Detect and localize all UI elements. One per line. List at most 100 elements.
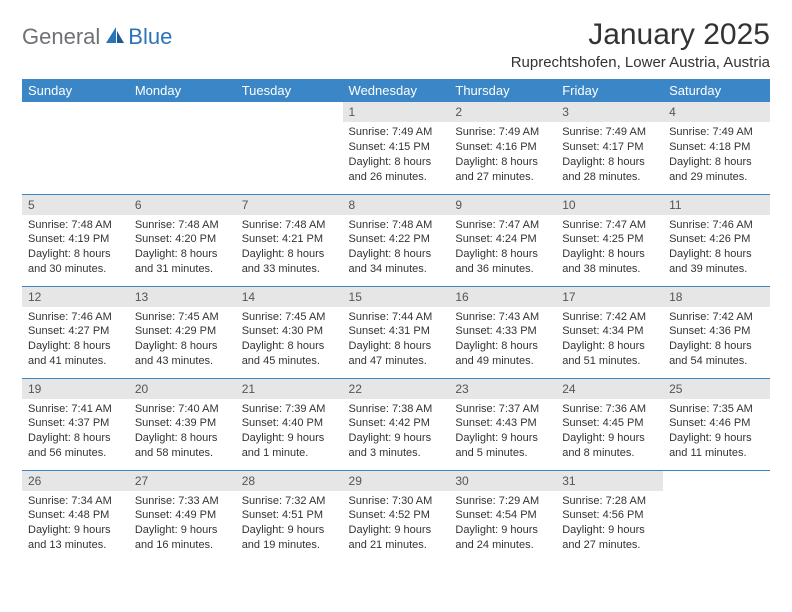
day-number: 14 bbox=[236, 287, 343, 307]
daylight-line-1: Daylight: 9 hours bbox=[669, 431, 764, 446]
calendar-cell: 23Sunrise: 7:37 AMSunset: 4:43 PMDayligh… bbox=[449, 378, 556, 470]
daylight-line-2: and 30 minutes. bbox=[28, 262, 123, 277]
day-body: Sunrise: 7:41 AMSunset: 4:37 PMDaylight:… bbox=[22, 399, 129, 465]
calendar-cell: 27Sunrise: 7:33 AMSunset: 4:49 PMDayligh… bbox=[129, 470, 236, 562]
calendar-cell: 13Sunrise: 7:45 AMSunset: 4:29 PMDayligh… bbox=[129, 286, 236, 378]
daylight-line-2: and 34 minutes. bbox=[349, 262, 444, 277]
calendar-row: 19Sunrise: 7:41 AMSunset: 4:37 PMDayligh… bbox=[22, 378, 770, 470]
calendar-cell bbox=[663, 470, 770, 562]
calendar-cell: 15Sunrise: 7:44 AMSunset: 4:31 PMDayligh… bbox=[343, 286, 450, 378]
day-body: Sunrise: 7:33 AMSunset: 4:49 PMDaylight:… bbox=[129, 491, 236, 557]
day-number: 1 bbox=[343, 102, 450, 122]
calendar-cell: 21 Sunrise: 7:39 AMSunset: 4:40 PMDayligh… bbox=[236, 378, 343, 470]
day-number: 19 bbox=[22, 379, 129, 399]
sunset-line: Sunset: 4:56 PM bbox=[562, 508, 657, 523]
sunset-line: Sunset: 4:54 PM bbox=[455, 508, 550, 523]
day-header: Sunday bbox=[22, 79, 129, 102]
daylight-line-1: Daylight: 8 hours bbox=[669, 155, 764, 170]
sunrise-line: Sunrise: 7:45 AM bbox=[242, 310, 337, 325]
sunset-line: Sunset: 4:39 PM bbox=[135, 416, 230, 431]
sunset-line: Sunset: 4:17 PM bbox=[562, 140, 657, 155]
sunset-line: Sunset: 4:40 PM bbox=[242, 416, 337, 431]
sunrise-line: Sunrise: 7:49 AM bbox=[349, 125, 444, 140]
day-body: Sunrise: 7:44 AMSunset: 4:31 PMDaylight:… bbox=[343, 307, 450, 373]
day-header: Tuesday bbox=[236, 79, 343, 102]
daylight-line-2: and 1 minute. bbox=[242, 446, 337, 461]
daylight-line-1: Daylight: 8 hours bbox=[455, 247, 550, 262]
calendar-cell: 31Sunrise: 7:28 AMSunset: 4:56 PMDayligh… bbox=[556, 470, 663, 562]
day-number: 21 bbox=[236, 379, 343, 399]
daylight-line-2: and 43 minutes. bbox=[135, 354, 230, 369]
day-body: Sunrise: 7:29 AMSunset: 4:54 PMDaylight:… bbox=[449, 491, 556, 557]
daylight-line-2: and 8 minutes. bbox=[562, 446, 657, 461]
daylight-line-1: Daylight: 9 hours bbox=[562, 431, 657, 446]
daylight-line-1: Daylight: 9 hours bbox=[455, 431, 550, 446]
sunset-line: Sunset: 4:46 PM bbox=[669, 416, 764, 431]
day-body: Sunrise: 7:49 AMSunset: 4:17 PMDaylight:… bbox=[556, 122, 663, 188]
day-number: 27 bbox=[129, 471, 236, 491]
sunset-line: Sunset: 4:52 PM bbox=[349, 508, 444, 523]
daylight-line-1: Daylight: 9 hours bbox=[28, 523, 123, 538]
day-header: Wednesday bbox=[343, 79, 450, 102]
calendar-cell: 12Sunrise: 7:46 AMSunset: 4:27 PMDayligh… bbox=[22, 286, 129, 378]
day-number: 20 bbox=[129, 379, 236, 399]
sunset-line: Sunset: 4:29 PM bbox=[135, 324, 230, 339]
daylight-line-1: Daylight: 8 hours bbox=[28, 339, 123, 354]
calendar-cell: 18Sunrise: 7:42 AMSunset: 4:36 PMDayligh… bbox=[663, 286, 770, 378]
daylight-line-1: Daylight: 8 hours bbox=[135, 431, 230, 446]
calendar-cell: 10Sunrise: 7:47 AMSunset: 4:25 PMDayligh… bbox=[556, 194, 663, 286]
daylight-line-2: and 26 minutes. bbox=[349, 170, 444, 185]
daylight-line-2: and 39 minutes. bbox=[669, 262, 764, 277]
sunrise-line: Sunrise: 7:47 AM bbox=[455, 218, 550, 233]
sunrise-line: Sunrise: 7:42 AM bbox=[562, 310, 657, 325]
sunrise-line: Sunrise: 7:40 AM bbox=[135, 402, 230, 417]
calendar-cell bbox=[236, 102, 343, 194]
sunrise-line: Sunrise: 7:49 AM bbox=[562, 125, 657, 140]
daylight-line-2: and 51 minutes. bbox=[562, 354, 657, 369]
day-header-row: Sunday Monday Tuesday Wednesday Thursday… bbox=[22, 79, 770, 102]
daylight-line-1: Daylight: 8 hours bbox=[562, 247, 657, 262]
daylight-line-1: Daylight: 8 hours bbox=[242, 339, 337, 354]
daylight-line-1: Daylight: 8 hours bbox=[135, 339, 230, 354]
day-body: Sunrise: 7:49 AMSunset: 4:18 PMDaylight:… bbox=[663, 122, 770, 188]
daylight-line-2: and 16 minutes. bbox=[135, 538, 230, 553]
sunset-line: Sunset: 4:36 PM bbox=[669, 324, 764, 339]
daylight-line-1: Daylight: 8 hours bbox=[562, 155, 657, 170]
daylight-line-2: and 3 minutes. bbox=[349, 446, 444, 461]
daylight-line-1: Daylight: 8 hours bbox=[28, 247, 123, 262]
day-body: Sunrise: 7:30 AMSunset: 4:52 PMDaylight:… bbox=[343, 491, 450, 557]
sunrise-line: Sunrise: 7:41 AM bbox=[28, 402, 123, 417]
daylight-line-1: Daylight: 8 hours bbox=[455, 155, 550, 170]
daylight-line-2: and 56 minutes. bbox=[28, 446, 123, 461]
daylight-line-2: and 36 minutes. bbox=[455, 262, 550, 277]
sunrise-line: Sunrise: 7:48 AM bbox=[242, 218, 337, 233]
day-number: 18 bbox=[663, 287, 770, 307]
sunset-line: Sunset: 4:34 PM bbox=[562, 324, 657, 339]
day-number: 12 bbox=[22, 287, 129, 307]
daylight-line-2: and 27 minutes. bbox=[562, 538, 657, 553]
day-body: Sunrise: 7:45 AMSunset: 4:29 PMDaylight:… bbox=[129, 307, 236, 373]
daylight-line-1: Daylight: 9 hours bbox=[455, 523, 550, 538]
day-body: Sunrise: 7:34 AMSunset: 4:48 PMDaylight:… bbox=[22, 491, 129, 557]
day-number: 31 bbox=[556, 471, 663, 491]
calendar-table: Sunday Monday Tuesday Wednesday Thursday… bbox=[22, 79, 770, 562]
daylight-line-2: and 38 minutes. bbox=[562, 262, 657, 277]
daylight-line-1: Daylight: 9 hours bbox=[242, 431, 337, 446]
daylight-line-1: Daylight: 9 hours bbox=[242, 523, 337, 538]
calendar-row: 12Sunrise: 7:46 AMSunset: 4:27 PMDayligh… bbox=[22, 286, 770, 378]
day-header: Saturday bbox=[663, 79, 770, 102]
sunrise-line: Sunrise: 7:46 AM bbox=[669, 218, 764, 233]
sunrise-line: Sunrise: 7:33 AM bbox=[135, 494, 230, 509]
sunset-line: Sunset: 4:18 PM bbox=[669, 140, 764, 155]
calendar-cell: 20 Sunrise: 7:40 AMSunset: 4:39 PMDayligh… bbox=[129, 378, 236, 470]
daylight-line-1: Daylight: 9 hours bbox=[349, 523, 444, 538]
calendar-row: 26Sunrise: 7:34 AMSunset: 4:48 PMDayligh… bbox=[22, 470, 770, 562]
sunrise-line: Sunrise: 7:46 AM bbox=[28, 310, 123, 325]
day-number: 29 bbox=[343, 471, 450, 491]
sunrise-line: Sunrise: 7:39 AM bbox=[242, 402, 337, 417]
day-number: 17 bbox=[556, 287, 663, 307]
header: General Blue January 2025 Ruprechtshofen… bbox=[22, 18, 770, 71]
day-number: 8 bbox=[343, 195, 450, 215]
day-number: 15 bbox=[343, 287, 450, 307]
sunset-line: Sunset: 4:49 PM bbox=[135, 508, 230, 523]
